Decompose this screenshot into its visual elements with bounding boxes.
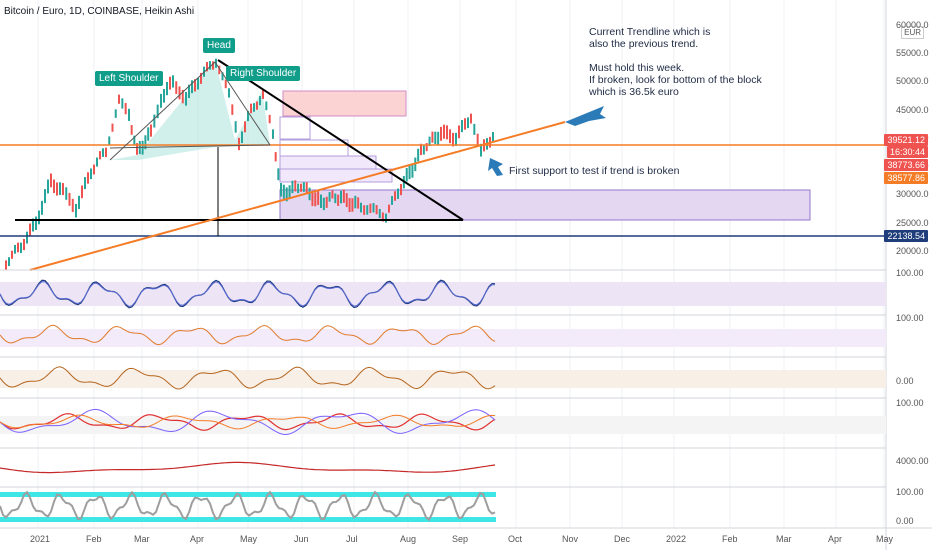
time-axis-label: May [876,534,894,544]
price-axis-label: 45000.0 [896,105,929,115]
support-price-tag: 22138.54 [884,230,928,242]
time-axis-label: Aug [400,534,417,544]
currency-label[interactable]: EUR [901,26,924,39]
chart-grid [37,0,885,528]
chart-title: Bitcoin / Euro, 1D, COINBASE, Heikin Ash… [4,6,195,17]
block-zone [279,168,393,183]
time-axis-label: Mar [776,534,792,544]
time-axis-label: Jun [294,534,309,544]
block-zone [279,155,377,170]
price-tag: 38577.86 [884,172,928,184]
head-neckline [109,144,271,149]
stoch-band [0,282,886,306]
indicator-axis-label: 100.00 [896,487,924,497]
price-axis-label: 60000.0 [896,20,929,30]
price-axis-label: 30000.0 [896,189,929,199]
head-label: Head [203,38,235,53]
arrow-icon [488,158,503,176]
indicator-axis-label: 100.00 [896,268,924,278]
mf-band-top [0,492,496,497]
time-axis-label: Apr [190,534,205,544]
time-axis-label: Mar [134,534,150,544]
price-axis-label: 20000.0 [896,246,929,256]
heikin-ashi-candles [5,58,494,271]
indicator-axis-label: 0.00 [896,376,914,386]
time-axis-label: Dec [614,534,631,544]
trendline-note: Current Trendline which is also the prev… [589,26,762,98]
time-axis-label: Feb [722,534,738,544]
price-axis-label: 50000.0 [896,76,929,86]
block-zone [279,116,311,140]
time-axis-label: 2022 [666,534,687,544]
arrow-icon [565,106,606,126]
time-axis-label: 2021 [30,534,51,544]
mf-band-bottom [0,517,496,522]
indicator-lines [0,279,496,522]
support-block [279,189,811,221]
price-axis-label: 25000.0 [896,218,929,228]
right-shoulder-label: Right Shoulder [226,66,301,81]
time-axis-label: Apr [828,534,843,544]
last-price-tag: 39521.12 [884,134,928,146]
indicator-axis-label: 0.00 [896,516,914,526]
price-axis-label: 55000.0 [896,48,929,58]
price-tag: 38773.66 [884,159,928,171]
indicator-axis-label: 4000.00 [896,456,929,466]
left-shoulder-label: Left Shoulder [95,71,163,86]
time-axis-label: Feb [86,534,102,544]
support-note: First support to test if trend is broken [509,165,680,177]
time-axis-label: Jul [346,534,358,544]
trendline [29,121,566,271]
shoulder-line [109,61,216,161]
countdown-tag: 16:30:44 [886,146,928,158]
time-axis-label: Oct [508,534,523,544]
time-axis-label: May [240,534,258,544]
triangle-line [217,59,464,221]
time-axis-label: Sep [452,534,469,544]
rsi-band [0,329,886,347]
time-axis-label: Nov [562,534,579,544]
block-zone [279,139,349,157]
shoulder-line [214,61,271,146]
cci-band [0,370,886,388]
resistance-zone [282,90,407,117]
head-shoulders-area [110,60,270,160]
indicator-axis-label: 100.00 [896,398,924,408]
indicator-axis-label: 100.00 [896,313,924,323]
